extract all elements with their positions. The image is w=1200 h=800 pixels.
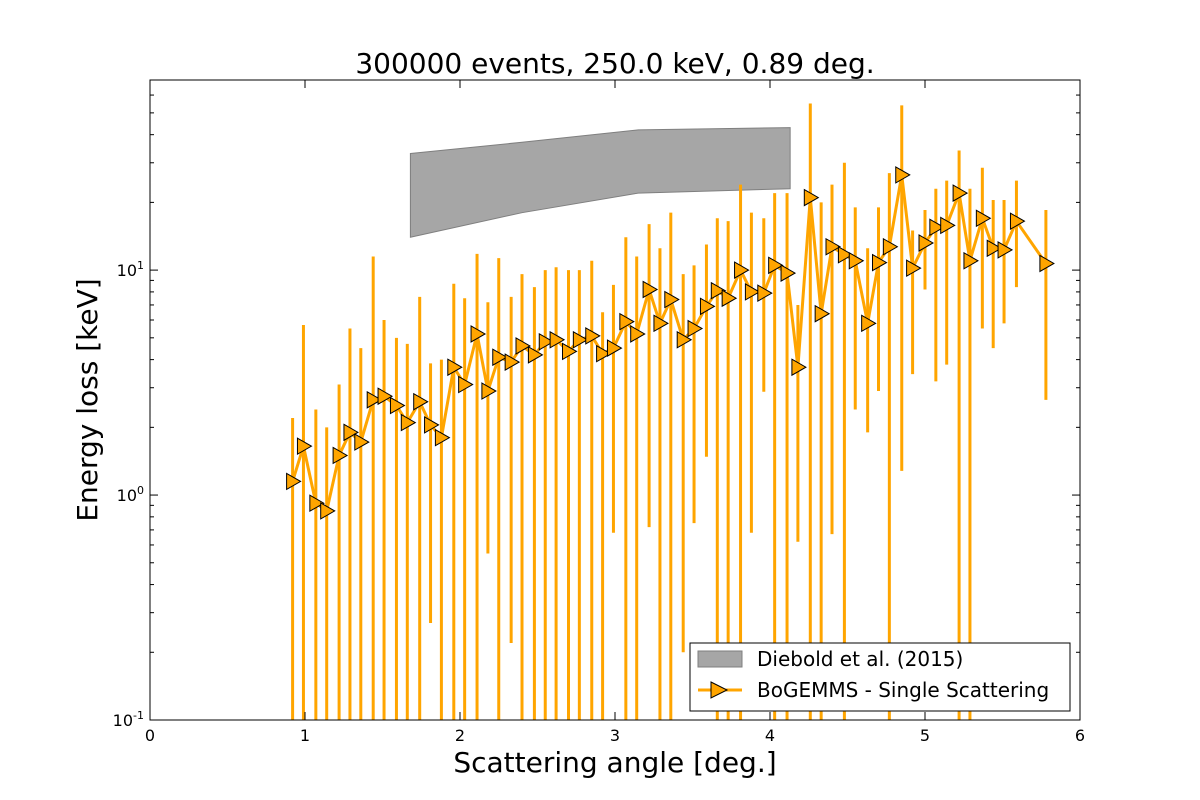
data-point bbox=[619, 312, 635, 331]
data-point bbox=[895, 166, 911, 184]
plot-area: 0 1 2 3 4 5 6 10-1 100 101 bbox=[113, 79, 1085, 745]
data-point bbox=[768, 256, 784, 275]
data-point bbox=[803, 188, 820, 207]
data-point bbox=[918, 234, 935, 252]
data-point bbox=[286, 472, 302, 491]
data-point bbox=[721, 289, 738, 308]
x-tick-label: 2 bbox=[455, 726, 465, 745]
data-point bbox=[606, 339, 623, 357]
data-point bbox=[630, 325, 646, 343]
data-point bbox=[744, 283, 761, 301]
y-tick-label: 10-1 bbox=[113, 709, 144, 730]
data-point bbox=[343, 423, 359, 442]
data-point bbox=[687, 319, 704, 338]
data-point bbox=[814, 304, 831, 323]
x-tick-label: 1 bbox=[300, 726, 310, 745]
data-point bbox=[320, 502, 336, 520]
x-tick-label: 0 bbox=[145, 726, 155, 745]
data-point bbox=[481, 382, 497, 400]
y-axis-label: Energy loss [keV] bbox=[71, 278, 104, 521]
data-point bbox=[940, 216, 956, 235]
data-point bbox=[309, 494, 325, 513]
data-point bbox=[504, 353, 521, 371]
data-point bbox=[572, 330, 589, 349]
y-tick-label: 101 bbox=[117, 259, 144, 280]
data-point bbox=[354, 433, 370, 451]
legend: Diebold et al. (2015) BoGEMMS - Single S… bbox=[689, 642, 1071, 712]
data-point bbox=[413, 392, 429, 411]
data-point bbox=[515, 337, 532, 355]
data-point bbox=[1039, 254, 1055, 273]
data-point bbox=[882, 237, 899, 256]
data-point bbox=[366, 390, 383, 409]
data-point bbox=[585, 327, 601, 345]
data-point bbox=[676, 330, 693, 349]
data-point bbox=[527, 345, 544, 364]
data-point bbox=[492, 348, 508, 367]
data-point bbox=[664, 290, 680, 309]
data-point bbox=[470, 325, 487, 343]
data-point bbox=[1009, 212, 1026, 231]
data-point bbox=[389, 396, 406, 415]
data-point bbox=[929, 218, 945, 237]
data-point bbox=[400, 413, 417, 432]
x-tick-label: 5 bbox=[920, 726, 930, 745]
data-point bbox=[596, 344, 612, 363]
data-point bbox=[780, 264, 797, 282]
x-tick-label: 4 bbox=[765, 726, 775, 745]
legend-series-marker bbox=[710, 681, 729, 699]
x-tick-label: 6 bbox=[1075, 726, 1085, 745]
data-point bbox=[825, 237, 842, 256]
data-point bbox=[447, 358, 463, 377]
data-point bbox=[549, 330, 566, 349]
data-point bbox=[653, 314, 669, 333]
data-point bbox=[734, 261, 750, 279]
legend-band-label: Diebold et al. (2015) bbox=[757, 647, 963, 671]
legend-series-label: BoGEMMS - Single Scattering bbox=[757, 678, 1049, 702]
data-point bbox=[861, 314, 877, 333]
data-point bbox=[986, 239, 1003, 258]
data-point bbox=[791, 358, 807, 377]
data-point bbox=[848, 251, 865, 270]
data-point bbox=[710, 281, 727, 300]
data-point bbox=[332, 446, 349, 465]
chart-title: 300000 events, 250.0 keV, 0.89 deg. bbox=[355, 47, 874, 80]
data-point bbox=[975, 209, 992, 228]
data-point bbox=[377, 387, 394, 406]
data-point bbox=[906, 259, 922, 278]
data-point bbox=[642, 280, 659, 299]
data-point bbox=[997, 241, 1014, 259]
x-tick-label: 3 bbox=[610, 726, 620, 745]
legend-box bbox=[689, 642, 1071, 712]
legend-band-swatch bbox=[697, 650, 743, 668]
y-tick-label: 100 bbox=[117, 484, 144, 505]
data-point bbox=[699, 297, 716, 316]
data-point bbox=[296, 437, 313, 455]
data-point bbox=[538, 332, 555, 351]
data-point bbox=[872, 253, 888, 272]
data-point bbox=[963, 251, 979, 270]
data-point bbox=[434, 428, 451, 447]
diebold-band bbox=[409, 127, 791, 238]
data-point bbox=[562, 342, 578, 361]
data-point bbox=[952, 184, 969, 202]
data-point bbox=[837, 245, 854, 264]
data-point bbox=[757, 284, 773, 302]
x-axis-label: Scattering angle [deg.] bbox=[453, 746, 776, 779]
data-point bbox=[424, 416, 440, 434]
data-point bbox=[458, 375, 474, 394]
